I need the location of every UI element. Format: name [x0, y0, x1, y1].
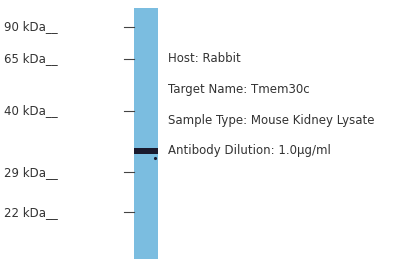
Text: 65 kDa__: 65 kDa__ [4, 52, 58, 65]
Text: 22 kDa__: 22 kDa__ [4, 206, 58, 219]
Text: Host: Rabbit: Host: Rabbit [168, 52, 241, 65]
Text: 29 kDa__: 29 kDa__ [4, 166, 58, 179]
Text: 40 kDa__: 40 kDa__ [4, 104, 58, 117]
Text: Sample Type: Mouse Kidney Lysate: Sample Type: Mouse Kidney Lysate [168, 114, 374, 127]
Text: Target Name: Tmem30c: Target Name: Tmem30c [168, 83, 310, 96]
Text: Antibody Dilution: 1.0µg/ml: Antibody Dilution: 1.0µg/ml [168, 144, 331, 157]
Text: 90 kDa__: 90 kDa__ [4, 20, 58, 33]
Bar [134, 148, 158, 154]
Bar [134, 8, 158, 259]
